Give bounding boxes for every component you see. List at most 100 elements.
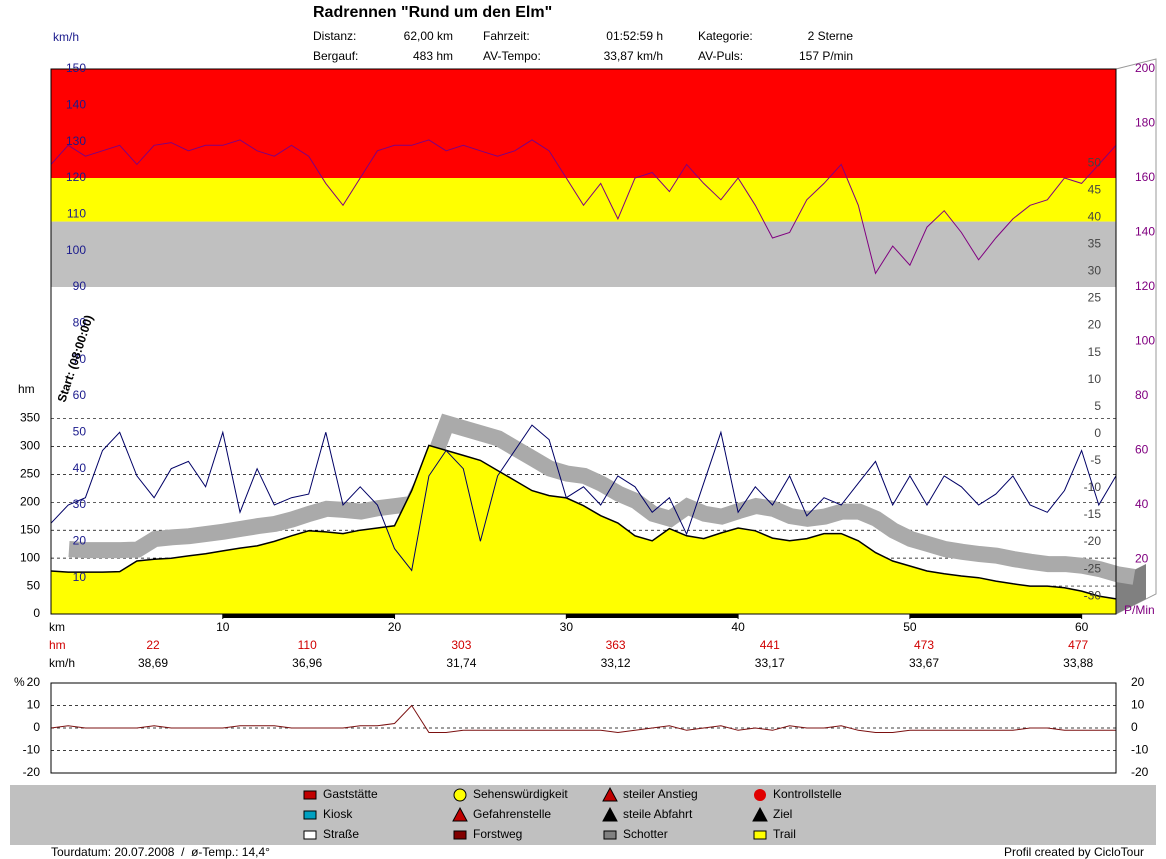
y3-tick-label: 35 [1088,237,1102,251]
stat-label: AV-Puls: [698,49,743,63]
hm-axis-label: hm [18,382,35,396]
stat-value: 483 hm [413,49,453,63]
y3-tick-label: 5 [1094,399,1101,413]
footer-left: Tourdatum: 20.07.2008 / ø-Temp.: 14,4° [51,845,270,859]
stat-label: AV-Tempo: [483,49,541,63]
stat-value: 62,00 km [404,29,453,43]
y-tick-label: -10 [23,743,41,757]
y-tick-label: 100 [66,243,86,257]
hm-tick-label: 50 [27,578,41,592]
y-tick-label: -20 [23,765,41,779]
heart-zone [51,178,1116,222]
y-tick-label-right: 0 [1131,720,1138,734]
y3-tick-label: -25 [1084,561,1102,575]
x-tick-label: 50 [903,620,917,634]
y3-tick-label: 0 [1094,426,1101,440]
y3-tick-label: 45 [1088,182,1102,196]
segment-speed: 33,88 [1063,656,1093,670]
legend-icon [452,806,468,822]
heart-rate-line [50,139,1117,275]
y-tick-label: 50 [73,425,87,439]
legend-label: Trail [773,827,796,841]
y3-tick-label: -5 [1090,453,1101,467]
legend-label: Ziel [773,807,792,821]
legend-icon [453,830,467,840]
x-tick-label: 10 [216,620,230,634]
segment-speed: 33,17 [755,656,785,670]
y3-tick-label: 25 [1088,291,1102,305]
y-tick-label: 120 [66,170,86,184]
x-tick-label: 60 [1075,620,1089,634]
heart-zone [51,69,1116,178]
y-tick-label: 10 [27,698,41,712]
y-tick-label: 60 [73,388,87,402]
y-tick-label: 90 [73,279,87,293]
y-tick-label: 130 [66,134,86,148]
heart-zone [51,221,1116,287]
segment-hm: 477 [1068,638,1088,652]
legend-label: Sehenswürdigkeit [473,787,568,801]
legend-label: Kiosk [323,807,353,821]
y2-tick-label: 200 [1135,61,1155,75]
elevation-shadow [68,413,1136,585]
y2-tick-label: 160 [1135,170,1155,184]
legend-icon [602,786,618,802]
speed-line [50,424,1117,572]
stat-label: Distanz: [313,29,356,43]
segment-speed: 33,67 [909,656,939,670]
y3-tick-label: 50 [1088,155,1102,169]
y-tick-label: 110 [67,207,86,221]
segment-speed: 38,69 [138,656,168,670]
segment-hm-label: hm [49,638,66,652]
elevation-line [50,444,1117,600]
legend-icon [303,810,317,820]
stat-label: Kategorie: [698,29,753,43]
legend-label: steile Abfahrt [623,807,693,821]
stat-value: 33,87 km/h [604,49,663,63]
hm-tick-label: 100 [20,550,40,564]
y2-tick-label: 100 [1135,334,1155,348]
legend-label: Forstweg [473,827,522,841]
y-tick-label: 140 [66,98,86,112]
y-tick-label: 10 [73,570,87,584]
legend-icon [303,830,317,840]
gradient-border [50,682,1117,774]
legend-icon [603,830,617,840]
hm-tick-label: 150 [20,522,40,536]
axis-bar [909,614,1082,618]
axis-bar [222,614,395,618]
elevation-area [51,445,1116,614]
stat-value: 2 Sterne [808,29,854,43]
y3-tick-label: 10 [1088,372,1102,386]
y3-tick-label: -10 [1084,480,1102,494]
y-tick-label-right: -20 [1131,765,1149,779]
y2-tick-label: 180 [1135,116,1155,130]
x-tick-label: 30 [560,620,574,634]
legend-box [10,785,1156,845]
y3-tick-label: -20 [1084,534,1102,548]
segment-speed: 31,74 [446,656,476,670]
segment-hm: 363 [606,638,626,652]
y-tick-label: 30 [73,497,87,511]
y3-tick-label: -15 [1084,507,1102,521]
y-tick-label: 150 [66,61,86,75]
legend-label: Schotter [623,827,668,841]
y2-tick-label: 120 [1135,279,1155,293]
x-axis-label: km [49,620,65,634]
legend-icon [754,789,766,801]
footer-right: Profil created by CicloTour [1004,845,1144,859]
legend-label: Kontrollstelle [773,787,842,801]
segment-hm: 441 [760,638,780,652]
stat-label: Fahrzeit: [483,29,530,43]
segment-speed: 33,12 [601,656,631,670]
legend-icon [752,806,768,822]
x-tick-label: 40 [731,620,745,634]
y-tick-label: 70 [73,352,87,366]
y2-tick-label: 140 [1135,225,1155,239]
y-tick-label: 40 [73,461,87,475]
y3-tick-label: 20 [1088,318,1102,332]
y-tick-label: 20 [27,675,41,689]
y3-tick-label: -30 [1084,588,1102,602]
